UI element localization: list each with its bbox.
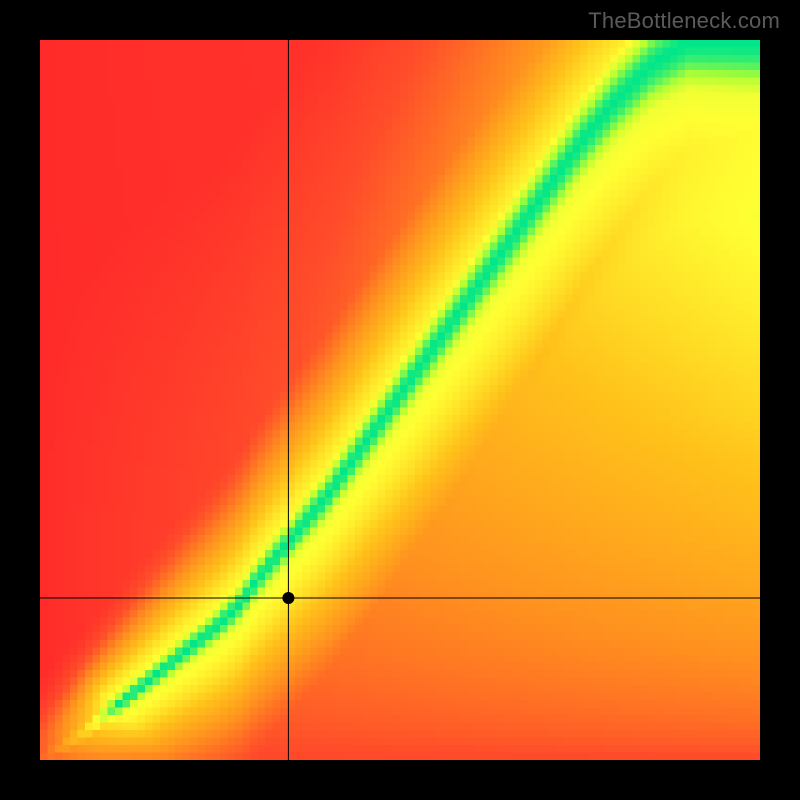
bottleneck-heatmap [40,40,760,760]
plot-area [40,40,760,760]
watermark: TheBottleneck.com [588,8,780,34]
